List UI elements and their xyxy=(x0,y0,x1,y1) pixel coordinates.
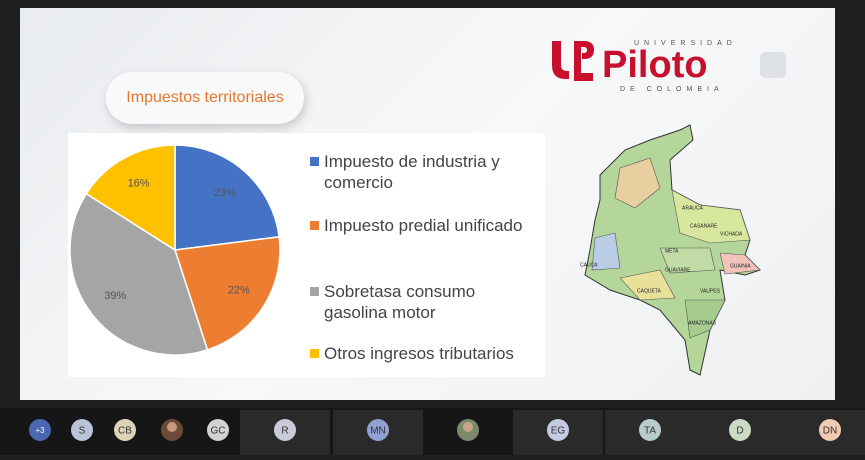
map-label: VAUPES xyxy=(700,288,721,294)
participant-initials: TA xyxy=(644,426,656,437)
legend-swatch xyxy=(310,349,319,358)
map-label: VICHADA xyxy=(720,231,743,237)
map-label: AMAZONAS xyxy=(688,320,717,326)
participant-initials: CB xyxy=(118,426,132,437)
participant-photo-face xyxy=(463,422,473,432)
slide-title: Impuestos territoriales xyxy=(106,72,304,124)
legend-label: Impuesto de industria y comercio xyxy=(324,151,542,193)
legend-label: Impuesto predial unificado xyxy=(324,215,542,236)
map-label: ARAUCA xyxy=(682,205,704,211)
participant-initials: +3 xyxy=(35,426,45,435)
legend-item: Impuesto de industria y comercio xyxy=(310,151,542,193)
chart-box: 23% 22% 39% 16% Impuesto de industria y com… xyxy=(68,133,545,377)
participant-initials: MN xyxy=(370,426,386,437)
participants: +3 S CB GC R MN EG TA D DN xyxy=(0,408,865,455)
logo-mark xyxy=(550,39,596,81)
map-label: CAQUETA xyxy=(637,288,661,294)
slice-label: 22% xyxy=(228,284,250,296)
legend-swatch xyxy=(310,221,319,230)
screen: Impuestos territoriales UNIVERSIDAD Pilo… xyxy=(0,0,865,455)
map-label: CAUCA xyxy=(580,262,598,268)
participant-initials: GC xyxy=(211,426,226,437)
participant-bar: +3 S CB GC R MN EG TA D DN xyxy=(0,408,865,455)
participant-initials: EG xyxy=(551,426,566,437)
map-label: GUAVIARE xyxy=(665,267,691,273)
legend-item: Otros ingresos tributarios xyxy=(310,343,542,364)
pie-chart: 23% 22% 39% 16% xyxy=(68,133,308,377)
slide-button[interactable] xyxy=(760,52,786,78)
legend-swatch xyxy=(310,287,319,296)
participant-initials: S xyxy=(79,426,86,437)
legend-item: Sobretasa consumo gasolina motor xyxy=(310,281,542,323)
participant-initials: D xyxy=(736,426,743,437)
map-label: META xyxy=(665,248,679,254)
legend-swatch xyxy=(310,157,319,166)
slice-label: 16% xyxy=(128,178,150,190)
participant-initials: R xyxy=(281,426,288,437)
participant-initials: DN xyxy=(823,426,837,437)
logo-bottom: DE COLOMBIA xyxy=(620,86,724,93)
map-label: GUAINIA xyxy=(730,263,751,269)
slice-label: 39% xyxy=(104,290,126,302)
slide: Impuestos territoriales UNIVERSIDAD Pilo… xyxy=(20,8,835,400)
logo-name: Piloto xyxy=(602,44,708,87)
legend-label: Otros ingresos tributarios xyxy=(324,343,542,364)
legend-label: Sobretasa consumo gasolina motor xyxy=(324,281,542,323)
slice-label: 23% xyxy=(214,187,236,199)
map-label: CASANARE xyxy=(690,223,718,229)
legend-item: Impuesto predial unificado xyxy=(310,215,542,236)
participant-photo-face xyxy=(167,422,177,432)
